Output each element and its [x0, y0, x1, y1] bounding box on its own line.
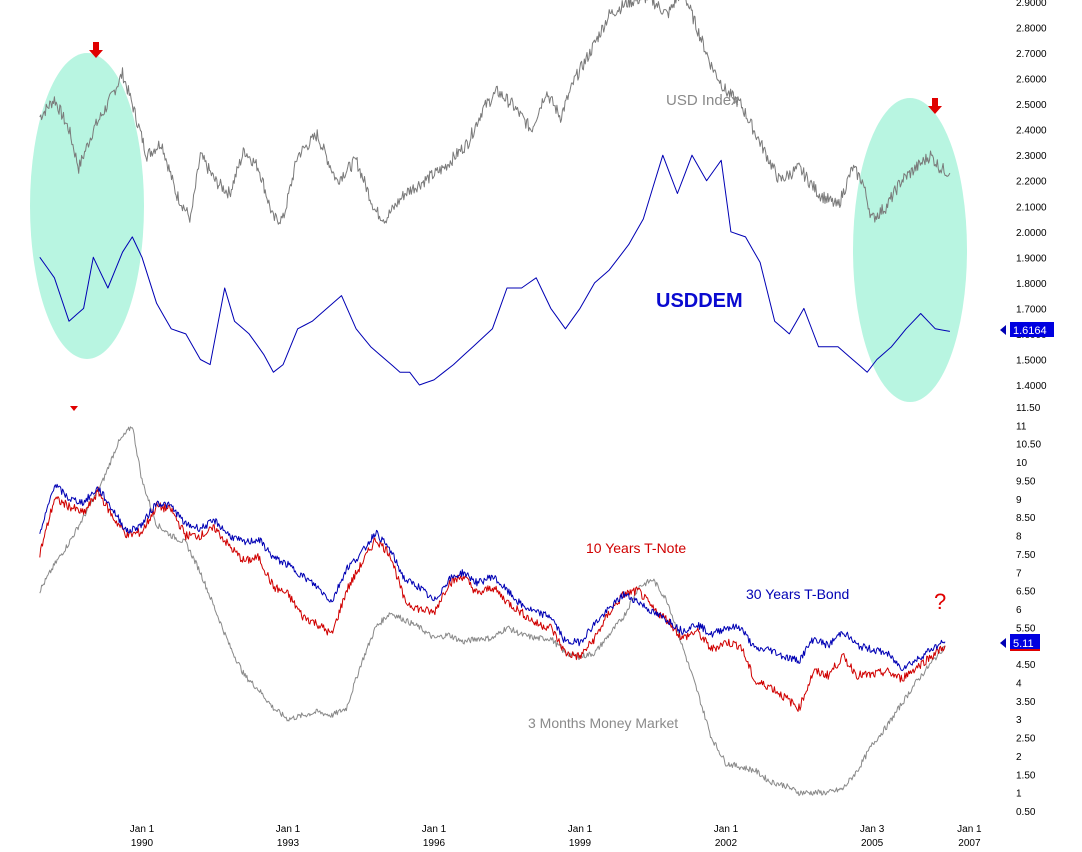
x-tick-label-line2: 1999	[569, 838, 592, 849]
x-axis: Jan 1 1990 Jan 1 1993 Jan 1 1996 Jan 1 1999 Jan …	[130, 824, 982, 849]
lower-y-tick-label: 10	[1016, 458, 1028, 469]
annotation-usddem: USDDEM	[656, 290, 743, 312]
upper-y-tick-label: 1.9000	[1016, 253, 1047, 264]
x-tick-label-line2: 2005	[861, 838, 884, 849]
lower-y-tick-label: 2.50	[1016, 734, 1036, 745]
lower-y-tick-label: 9	[1016, 495, 1022, 506]
lower-y-tick-label: 8.50	[1016, 513, 1036, 524]
series-line-3m-money-market	[39, 426, 946, 797]
upper-y-tick-label: 2.9000	[1016, 0, 1047, 9]
lower-y-tick-label: 6	[1016, 605, 1022, 616]
lower-y-tick-label: 2	[1016, 752, 1022, 763]
x-tick-label-line1: Jan 1	[130, 824, 155, 835]
lower-y-tick-label: 8	[1016, 532, 1022, 543]
upper-y-tick-label: 2.7000	[1016, 49, 1047, 60]
x-tick-label-line2: 2002	[715, 838, 738, 849]
lower-y-tick-label: 4	[1016, 679, 1022, 690]
highlight-ellipse-1990	[30, 53, 144, 359]
upper-y-tick-label: 2.4000	[1016, 126, 1047, 137]
last-value-tag-usddem: 1.6164	[1000, 322, 1054, 337]
x-tick-label-line1: Jan 1	[276, 824, 301, 835]
lower-y-tick-label: 1	[1016, 789, 1022, 800]
lower-y-tick-label: 4.50	[1016, 660, 1036, 671]
lower-y-tick-label: 11.50	[1016, 403, 1041, 414]
x-tick-label-line1: Jan 3	[860, 824, 885, 835]
lower-y-tick-label: 7.50	[1016, 550, 1036, 561]
lower-y-tick-label: 6.50	[1016, 587, 1036, 598]
lower-y-tick-label: 3	[1016, 715, 1022, 726]
x-tick-label-line1: Jan 1	[714, 824, 739, 835]
lower-y-tick-label: 3.50	[1016, 697, 1036, 708]
series-line-30y-tbond	[39, 483, 946, 672]
annotation-usd-index: USD Index	[666, 92, 739, 109]
annotation-question-mark: ?	[934, 589, 946, 614]
series-line-10y-tnote	[39, 486, 946, 712]
upper-y-tick-label: 2.3000	[1016, 151, 1047, 162]
annotation-30y-tbond: 30 Years T-Bond	[746, 586, 849, 602]
lower-y-tick-label: 9.50	[1016, 477, 1036, 488]
upper-y-tick-label: 1.8000	[1016, 279, 1047, 290]
x-tick-label-line1: Jan 1	[568, 824, 593, 835]
lower-y-axis: 11.501110.50109.5098.5087.5076.5065.5054…	[1016, 403, 1041, 818]
highlight-ellipse-2005	[853, 98, 967, 402]
x-tick-label-line2: 1996	[423, 838, 446, 849]
down-arrow-marker-2005	[928, 98, 942, 114]
lower-y-tick-label: 7	[1016, 568, 1022, 579]
annotation-3m-money-market: 3 Months Money Market	[528, 715, 678, 731]
upper-y-tick-label: 2.0000	[1016, 228, 1047, 239]
lower-y-tick-label: 1.50	[1016, 770, 1036, 781]
down-arrow-marker-1990	[89, 42, 103, 58]
upper-y-tick-label: 2.2000	[1016, 177, 1047, 188]
lower-y-tick-label: 5.50	[1016, 623, 1036, 634]
upper-y-tick-label: 2.8000	[1016, 24, 1047, 35]
lower-y-tick-label: 10.50	[1016, 440, 1041, 451]
last-value-tag-tbond: 5.11	[1000, 634, 1040, 651]
x-tick-label-line2: 1990	[131, 838, 154, 849]
small-triangle-marker	[70, 406, 78, 411]
upper-y-tick-label: 2.5000	[1016, 100, 1047, 111]
annotation-10y-tnote: 10 Years T-Note	[586, 540, 686, 556]
upper-y-tick-label: 1.4000	[1016, 381, 1047, 392]
series-line-usddem	[39, 154, 950, 386]
x-tick-label-line2: 2007	[958, 838, 981, 849]
x-tick-label-line1: Jan 1	[422, 824, 447, 835]
x-tick-label-line2: 1993	[277, 838, 300, 849]
lower-y-tick-label: 0.50	[1016, 807, 1036, 818]
upper-y-tick-label: 2.6000	[1016, 75, 1047, 86]
last-value-tbond: 5.11	[1013, 638, 1034, 650]
upper-y-tick-label: 1.5000	[1016, 356, 1047, 367]
x-tick-label-line1: Jan 1	[957, 824, 982, 835]
lower-y-tick-label: 11	[1016, 421, 1027, 432]
upper-y-tick-label: 1.7000	[1016, 304, 1047, 315]
last-value-usddem: 1.6164	[1013, 325, 1047, 337]
upper-y-tick-label: 2.1000	[1016, 202, 1047, 213]
series-line-usd-index	[39, 0, 951, 225]
